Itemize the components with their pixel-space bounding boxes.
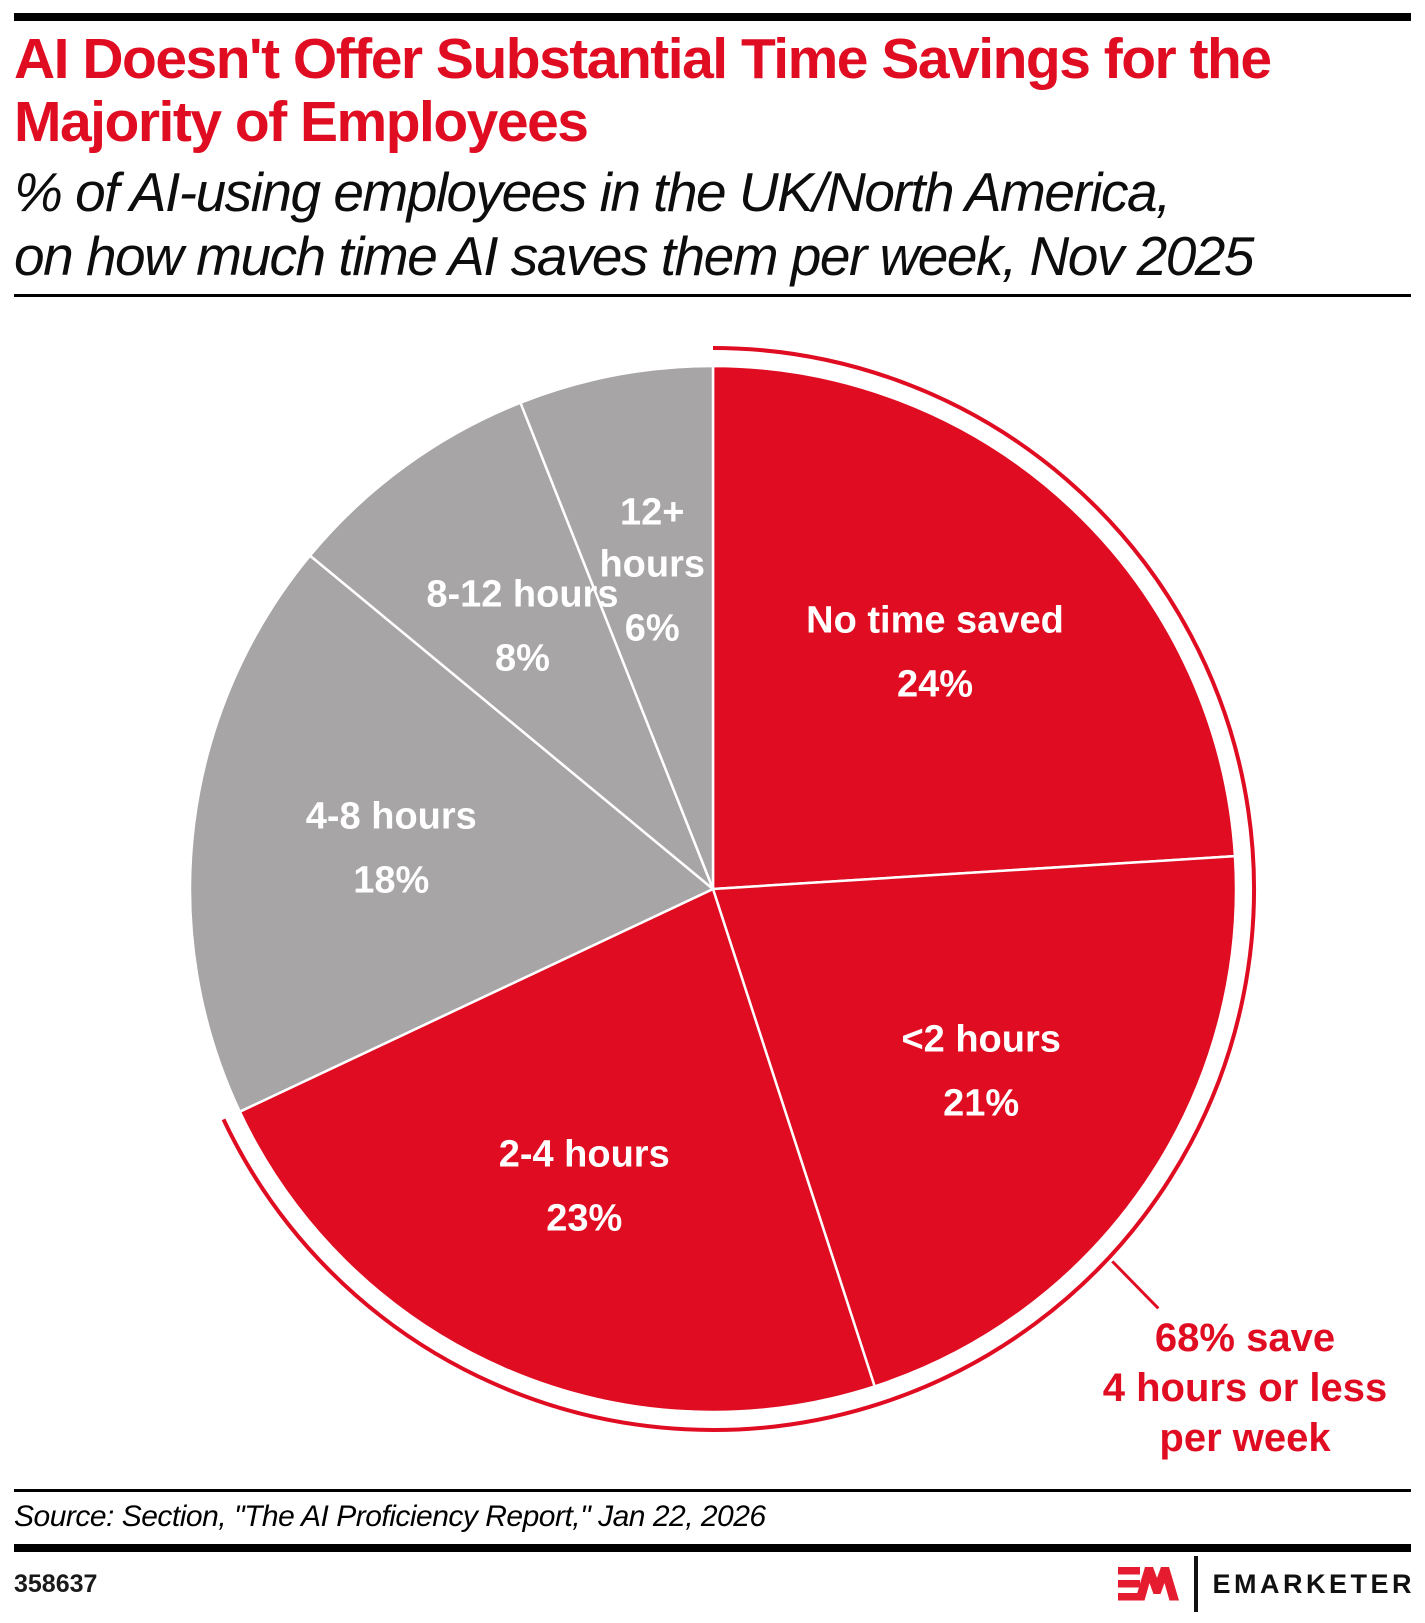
emarketer-logo: EMARKETER	[1118, 1556, 1415, 1612]
annotation-line: per week	[1159, 1416, 1331, 1460]
chart-subtitle-line2: on how much time AI saves them per week,…	[14, 225, 1254, 287]
highlight-arc	[221, 346, 1256, 1432]
slice-label: 8%	[495, 638, 550, 680]
slice-label: 6%	[625, 607, 680, 649]
slice-label: 24%	[897, 664, 973, 706]
footer-divider	[14, 1544, 1411, 1552]
slice-label: 4-8 hours	[306, 795, 477, 837]
pie-slice	[188, 554, 715, 1113]
slice-label: 21%	[943, 1082, 1019, 1124]
slice-label: hours	[599, 543, 705, 585]
slice-label: 12+	[620, 491, 684, 533]
chart-subtitle: % of AI-using employees in the UK/North …	[14, 160, 1414, 288]
chart-title-line2: Majority of Employees	[14, 90, 589, 154]
chart-title-line1: AI Doesn't Offer Substantial Time Saving…	[14, 27, 1272, 91]
pie-slice	[238, 887, 876, 1414]
source-divider	[14, 1489, 1411, 1492]
pie-slice	[519, 364, 715, 891]
slice-label: 23%	[546, 1198, 622, 1240]
source-text: Source: Section, "The AI Proficiency Rep…	[14, 1500, 766, 1533]
annotation-leader-line	[1111, 1260, 1160, 1310]
header-divider	[14, 294, 1411, 297]
slice-label: <2 hours	[901, 1018, 1060, 1060]
pie-slice	[711, 854, 1238, 1388]
logo-divider	[1194, 1556, 1199, 1612]
pie-slice	[711, 364, 1237, 891]
slice-label: 8-12 hours	[426, 574, 618, 616]
annotation-line: 4 hours or less	[1103, 1366, 1388, 1410]
pie-slice	[308, 401, 715, 891]
annotation-line: 68% save	[1155, 1316, 1335, 1360]
chart-subtitle-line1: % of AI-using employees in the UK/North …	[14, 161, 1171, 223]
slice-label: 18%	[353, 859, 429, 901]
slice-label: No time saved	[806, 600, 1064, 642]
slice-label: 2-4 hours	[499, 1134, 670, 1176]
chart-title: AI Doesn't Offer Substantial Time Saving…	[14, 28, 1404, 154]
brand-name: EMARKETER	[1212, 1568, 1415, 1599]
emarketer-logo-mark	[1118, 1567, 1180, 1601]
top-bar	[14, 13, 1411, 21]
chart-id: 358637	[14, 1570, 98, 1598]
